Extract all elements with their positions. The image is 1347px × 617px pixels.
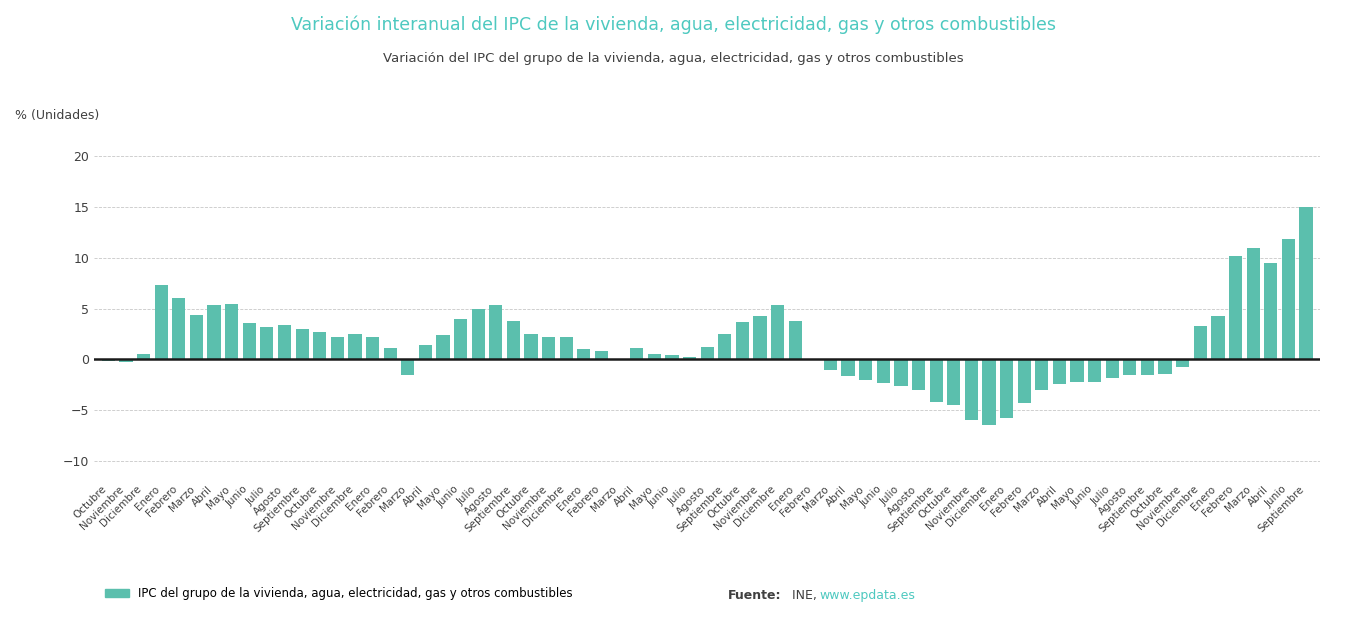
Bar [859,359,873,379]
Bar [1193,326,1207,359]
Bar [1176,359,1189,368]
Bar [1211,316,1224,359]
Bar [595,351,607,359]
Bar [331,337,343,359]
Bar [489,305,502,359]
Bar [613,359,626,360]
Bar [947,359,960,405]
Bar [1300,207,1312,359]
Legend: IPC del grupo de la vivienda, agua, electricidad, gas y otros combustibles: IPC del grupo de la vivienda, agua, elec… [100,582,578,605]
Bar [665,355,679,359]
Bar [700,347,714,359]
Bar [401,359,415,375]
Bar [1141,359,1154,375]
Bar [753,316,766,359]
Bar [137,354,151,359]
Bar [524,334,537,359]
Bar [999,359,1013,418]
Bar [349,334,361,359]
Bar [683,357,696,359]
Bar [242,323,256,359]
Text: www.epdata.es: www.epdata.es [819,589,915,602]
Text: Variación interanual del IPC de la vivienda, agua, electricidad, gas y otros com: Variación interanual del IPC de la vivie… [291,15,1056,34]
Bar [436,335,450,359]
Bar [877,359,890,383]
Bar [260,327,273,359]
Bar [1036,359,1048,390]
Bar [1088,359,1102,382]
Bar [735,321,749,359]
Text: Variación del IPC del grupo de la vivienda, agua, electricidad, gas y otros comb: Variación del IPC del grupo de la vivien… [383,52,964,65]
Bar [807,359,819,360]
Bar [277,325,291,359]
Bar [295,329,308,359]
Bar [1053,359,1065,384]
Bar [788,321,801,359]
Bar [1228,255,1242,359]
Bar [912,359,925,390]
Bar [648,354,661,359]
Bar [1071,359,1083,382]
Text: INE,: INE, [788,589,820,602]
Bar [207,305,221,359]
Bar [102,359,114,362]
Bar [630,348,644,359]
Bar [964,359,978,420]
Bar [1263,263,1277,359]
Bar [1017,359,1030,403]
Bar [1123,359,1137,375]
Bar [541,337,555,359]
Bar [172,299,186,359]
Bar [313,332,326,359]
Bar [120,359,132,362]
Bar [225,304,238,359]
Bar [366,337,379,359]
Bar [1282,239,1294,359]
Bar [384,348,397,359]
Bar [1158,359,1172,373]
Bar [506,321,520,359]
Bar [824,359,836,370]
Bar [190,315,203,359]
Bar [842,359,855,376]
Bar [578,349,590,359]
Bar [894,359,908,386]
Bar [419,345,432,359]
Bar [1106,359,1119,378]
Bar [559,337,572,359]
Bar [718,334,731,359]
Bar [929,359,943,402]
Text: % (Unidades): % (Unidades) [15,109,98,122]
Bar [454,318,467,359]
Text: Fuente:: Fuente: [727,589,781,602]
Bar [1246,247,1259,359]
Bar [471,308,485,359]
Bar [155,285,168,359]
Bar [982,359,995,425]
Bar [770,305,784,359]
